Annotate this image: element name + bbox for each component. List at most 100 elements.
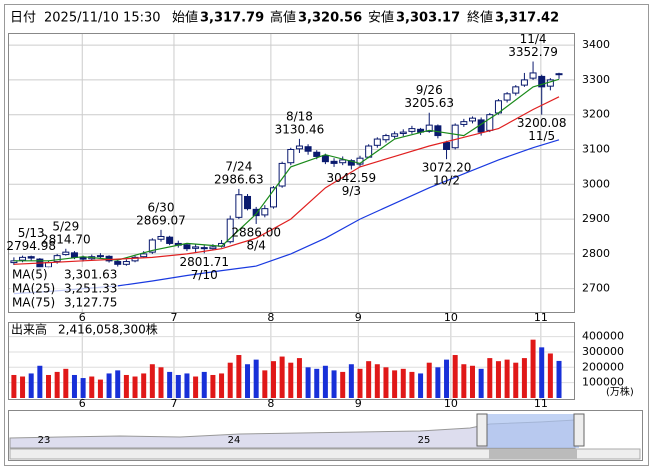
candle-body: [313, 151, 321, 157]
candle-body: [62, 251, 70, 256]
candle-body: [244, 195, 252, 210]
volume-bar: [495, 361, 501, 398]
y-tick-label: 2800: [582, 247, 610, 260]
date-label: 日付: [10, 11, 36, 26]
header-value: 3,303.17: [396, 11, 460, 26]
candle-body: [10, 260, 18, 264]
volume-bar: [245, 364, 251, 398]
volume-bar: [175, 374, 181, 398]
candle-body: [261, 208, 269, 216]
candle-body: [330, 160, 338, 164]
volume-bar: [383, 367, 389, 398]
volume-bar: [305, 367, 311, 398]
candle-body: [408, 128, 416, 132]
candle-body: [252, 208, 260, 217]
volume-bar: [89, 376, 95, 398]
volume-bar: [184, 373, 190, 398]
volume-bar: [521, 358, 527, 398]
volume-bar: [469, 365, 475, 398]
candle-body: [287, 148, 295, 164]
volume-title: 出来高: [11, 322, 47, 337]
navigator-label: 24: [228, 435, 241, 446]
navigator-handle[interactable]: [476, 413, 488, 447]
volume-bar: [253, 359, 259, 398]
ma-line: [13, 96, 560, 265]
candle-body: [304, 146, 312, 152]
candle-body: [148, 239, 156, 253]
date: 2025/11/10 15:30: [44, 11, 161, 26]
candle-body: [443, 142, 451, 150]
volume-bar: [435, 367, 441, 398]
y-tick-label: 2700: [582, 282, 610, 295]
header-name: 高値: [270, 10, 296, 26]
header-value: 3,320.56: [298, 11, 362, 26]
candle-body: [19, 256, 27, 261]
volume-bar: [270, 361, 276, 398]
annotation-date: 7/10: [191, 268, 218, 282]
header-name: 終値: [467, 10, 493, 26]
volume-bar: [288, 362, 294, 398]
annotation-date: 11/5: [528, 129, 555, 143]
legend-value: 3,127.75: [64, 296, 117, 310]
annotation-value: 2801.71: [179, 255, 229, 269]
annotation-value: 3130.46: [275, 122, 325, 136]
y-tick-label: 3000: [582, 177, 610, 190]
volume-bar: [63, 368, 69, 398]
annotation-value: 3200.08: [517, 116, 567, 130]
candle-body: [96, 255, 104, 258]
x-tick-label: 9: [355, 397, 362, 410]
candle-body: [512, 86, 520, 94]
candle-body: [538, 75, 546, 88]
y-tick-label: 3200: [582, 108, 610, 121]
annotation-date: 7/24: [225, 159, 252, 173]
x-tick-label: 7: [170, 397, 177, 410]
candle-body: [399, 131, 407, 134]
y-tick-label: 100000: [582, 376, 624, 389]
volume-bar: [296, 358, 302, 398]
y-tick-label: 200000: [582, 360, 624, 373]
candle-body: [235, 194, 243, 218]
scroll-thumb[interactable]: [489, 449, 577, 459]
candle-body: [555, 73, 563, 76]
candle-body: [391, 133, 399, 137]
volume-bar: [539, 347, 545, 398]
candle-body: [200, 247, 208, 250]
annotation-date: 6/30: [148, 200, 175, 214]
annotation-value: 3352.79: [508, 45, 558, 59]
header-value: 3,317.79: [200, 11, 264, 26]
candle-body: [183, 244, 191, 250]
annotation-value: 2869.07: [136, 213, 186, 227]
volume-bar: [236, 355, 242, 398]
annotation-date: 11/4: [520, 32, 547, 46]
candle-body: [434, 125, 442, 137]
x-tick-label: 11: [534, 311, 548, 324]
x-tick-label: 8: [267, 311, 274, 324]
navigator-handle[interactable]: [573, 413, 585, 447]
volume-bar: [444, 359, 450, 398]
x-tick-label: 9: [355, 311, 362, 324]
volume-bar: [331, 370, 337, 398]
header-value: 3,317.42: [495, 11, 559, 26]
volume-bar: [487, 358, 493, 398]
candle-body: [27, 256, 35, 259]
navigator-window[interactable]: [487, 414, 579, 448]
candle-body: [295, 145, 303, 150]
volume-bar: [158, 367, 164, 398]
volume-bar: [54, 371, 60, 398]
x-tick-label: 11: [534, 397, 548, 410]
volume-bar: [115, 370, 121, 398]
x-tick-label: 6: [79, 397, 86, 410]
annotation-date: 8/18: [286, 109, 313, 123]
scrollbar[interactable]: [9, 448, 641, 460]
volume-current: 2,416,058,300株: [58, 322, 158, 337]
annotation-value: 2794.98: [6, 239, 56, 253]
candle-body: [166, 236, 174, 244]
header-name: 始値: [172, 10, 198, 26]
annotation-date: 5/13: [18, 226, 45, 240]
volume-bar: [97, 379, 103, 398]
candle-body: [209, 246, 217, 250]
candle-body: [425, 124, 433, 132]
legend-value: 3,251.33: [64, 282, 117, 296]
volume-bar: [132, 376, 138, 398]
x-tick-label: 6: [79, 311, 86, 324]
